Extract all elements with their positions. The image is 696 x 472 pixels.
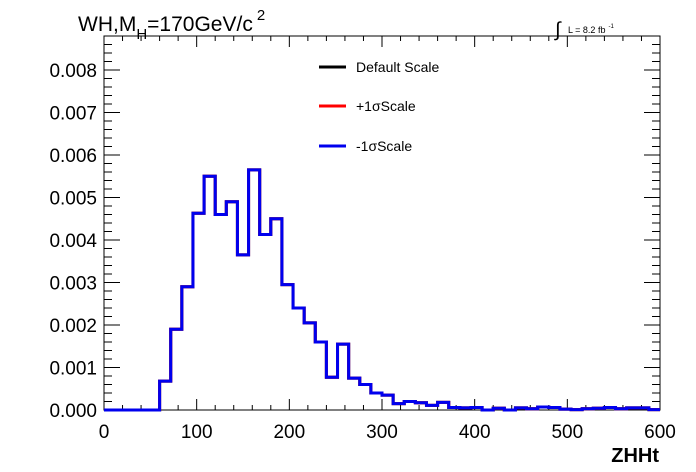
title-value: =170GeV/c [147, 13, 253, 36]
y-tick-label: 0.006 [49, 146, 97, 167]
x-tick-label: 100 [181, 422, 213, 443]
y-tick-label: 0.008 [49, 61, 97, 82]
legend-label: +1σScale [356, 98, 416, 114]
series-layer [104, 168, 660, 412]
luminosity-superscript: -1 [608, 24, 614, 30]
series-line-2 [104, 168, 660, 412]
y-tick-label: 0.005 [49, 189, 97, 210]
y-tick-label: 0.003 [49, 274, 97, 295]
x-tick-label: 200 [273, 422, 305, 443]
y-tick-label: 0.000 [49, 401, 97, 422]
chart-title: WH,MH=170GeV/c 2 [78, 7, 265, 43]
integral-symbol: ∫ [554, 19, 562, 41]
x-axis-label: ZHHt [611, 445, 659, 467]
x-tick-label: 0 [99, 422, 110, 443]
title-prefix: WH,M [78, 13, 136, 36]
legend-label: Default Scale [356, 59, 439, 75]
luminosity-label: L = 8.2 fb -1 [568, 24, 614, 35]
title-superscript: 2 [257, 7, 265, 24]
x-tick-label: 400 [459, 422, 491, 443]
x-tick-label: 300 [366, 422, 398, 443]
y-tick-label: 0.007 [49, 104, 97, 125]
x-tick-label: 600 [644, 422, 676, 443]
title-subscript: H [136, 26, 147, 43]
legend-label: -1σScale [356, 138, 412, 154]
y-tick-label: 0.002 [49, 316, 97, 337]
legend: Default Scale +1σScale -1σScale [319, 59, 439, 154]
axes: 0 100 200 300 400 500 600 0.000 0.001 0.002 0.003 0… [49, 35, 676, 443]
y-tick-label: 0.001 [49, 359, 97, 380]
x-tick-label: 500 [551, 422, 583, 443]
luminosity-text: L = 8.2 fb [568, 25, 605, 35]
y-tick-label: 0.004 [49, 231, 97, 252]
